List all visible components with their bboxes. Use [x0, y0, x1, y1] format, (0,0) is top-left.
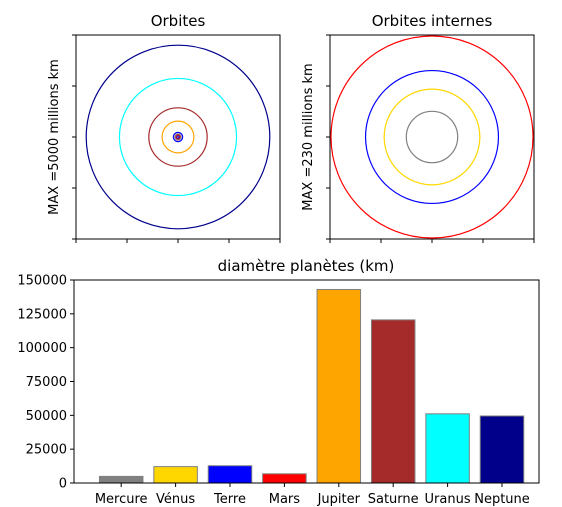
- orbit-panel-inner-frame: [329, 34, 535, 240]
- bar-uranus: [425, 413, 470, 484]
- bar-xtick-label-saturne: Saturne: [368, 492, 419, 507]
- bar-chart-frame: [73, 279, 540, 484]
- orbit-neptune: [85, 44, 271, 230]
- orbit-panel-inner: Orbites internes MAX =230 millions km: [301, 12, 535, 243]
- orbit-mars: [330, 35, 534, 239]
- bar-ytick-label: 50000: [26, 409, 67, 424]
- orbit-mercure: [405, 110, 459, 164]
- orbit-panel-outer-title: Orbites: [151, 12, 206, 30]
- bar-ytick-label: 125000: [17, 307, 67, 322]
- bar-xtick-label-mars: Mars: [269, 492, 301, 507]
- bar-terre: [207, 465, 253, 484]
- bar-chart-title: diamètre planètes (km): [218, 257, 395, 275]
- orbit-panel-outer-ticks: [72, 34, 281, 243]
- orbit-panel-inner-ticks: [326, 34, 535, 243]
- bar-chart-panel: diamètre planètes (km) Mercure Vénus Terre…: [17, 257, 540, 507]
- bar-xtick-label-jupiter: Jupiter: [317, 492, 361, 507]
- bar-ytick-label: 150000: [17, 274, 67, 289]
- orbit-panel-outer-ylabel: MAX =5000 millions km: [47, 59, 62, 215]
- bar-jupiter: [316, 288, 362, 484]
- bar-xtick-label-terre: Terre: [213, 492, 246, 507]
- bar-venus: [153, 466, 198, 484]
- orbit-venus: [383, 88, 481, 186]
- orbit-terre: [364, 69, 500, 205]
- orbit-mars: [172, 131, 184, 143]
- bar-xtick-label-uranus: Uranus: [425, 492, 471, 507]
- bar-ytick-label: 25000: [26, 443, 67, 458]
- bar-xtick-label-mercure: Mercure: [95, 492, 148, 507]
- orbit-panel-outer-circles: [85, 44, 271, 230]
- orbit-panel-outer: Orbites MAX =5000 millions km: [47, 12, 281, 243]
- orbit-panel-inner-circles: [330, 35, 534, 239]
- bar-ytick-label: 0: [59, 477, 67, 492]
- orbit-panel-outer-frame: [75, 34, 281, 240]
- bar-xtick-label-neptune: Neptune: [474, 492, 530, 507]
- orbit-uranus: [118, 77, 238, 197]
- orbit-panel-inner-ylabel: MAX =230 millions km: [301, 63, 316, 210]
- bar-xtick-label-venus: Vénus: [156, 492, 195, 507]
- orbit-saturne: [148, 107, 208, 167]
- orbit-jupiter: [161, 120, 195, 154]
- orbit-panel-inner-title: Orbites internes: [372, 12, 493, 30]
- bar-ytick-label: 75000: [26, 375, 67, 390]
- orbit-terre: [174, 133, 182, 141]
- bar-ytick-label: 100000: [17, 341, 67, 356]
- bar-mercure: [98, 475, 144, 484]
- bar-chart-ticks: Mercure Vénus Terre Mars Jupiter Saturne Uranu…: [17, 274, 529, 507]
- bar-chart-bars: [98, 288, 525, 484]
- orbit-venus: [175, 134, 181, 140]
- orbit-mercure: [176, 135, 180, 139]
- bar-neptune: [479, 415, 525, 484]
- bar-mars: [262, 473, 307, 484]
- bar-saturne: [370, 319, 416, 484]
